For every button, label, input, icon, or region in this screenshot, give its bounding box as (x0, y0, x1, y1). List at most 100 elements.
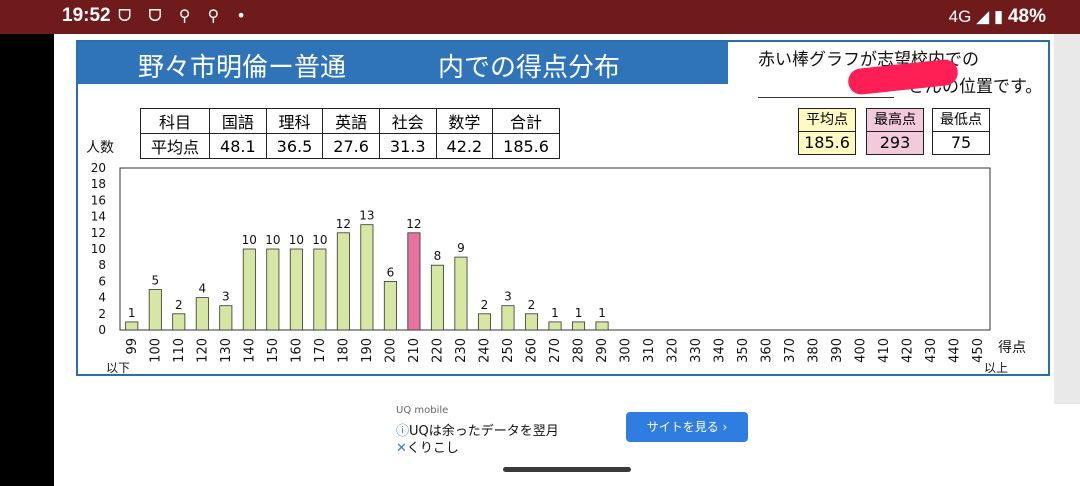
bar (289, 248, 303, 331)
table-cell: 国語 (209, 108, 267, 134)
bar (524, 313, 539, 331)
x-tick-label: 210 (407, 338, 422, 363)
x-tick-label: 250 (501, 338, 516, 363)
x-tick-label: 350 (736, 338, 751, 363)
x-tick-label: 99 (125, 338, 140, 355)
x-tick-label: 260 (524, 338, 539, 363)
x-tick-label: 380 (807, 338, 822, 363)
y-axis-label: 人数 (86, 140, 114, 156)
signal-icon: ◢ (976, 7, 990, 26)
page-gutter (1054, 34, 1080, 404)
y-tick-label: 20 (91, 161, 106, 175)
average-stat-box: 平均点 185.6 (798, 108, 856, 155)
min-stat-box: 最低点 75 (932, 108, 990, 155)
x-tick-label: 280 (572, 338, 587, 363)
visit-site-button[interactable]: サイトを見る › (626, 412, 748, 442)
y-tick-label: 4 (98, 291, 106, 305)
status-right: 4G ◢ ▮ 48% (949, 6, 1046, 28)
x-low-label: 以下 (106, 361, 130, 374)
average-score-table: 科目 国語 理科 英語 社会 数学 合計 平均点 48.1 36.5 27.6 … (139, 108, 560, 159)
max-value: 293 (879, 133, 911, 152)
table-cell: 社会 (378, 108, 437, 134)
info-icon[interactable]: ⓘ (396, 424, 410, 439)
ad-banner[interactable]: UQ mobile ⓘUQは余ったデータを翌月 ✕くりこし サイトを見る › (378, 400, 754, 458)
table-cell: 27.6 (322, 133, 380, 159)
bar (336, 232, 350, 331)
x-tick-label: 100 (148, 338, 163, 363)
bar-value-label: 6 (387, 265, 395, 279)
x-tick-label: 150 (266, 338, 281, 363)
x-tick-label: 430 (924, 338, 939, 363)
max-stat-box: 最高点 293 (866, 108, 924, 155)
score-distribution-card: 野々市明倫ー普通 内での得点分布 赤い棒グラフが志望校内での さんの位置です。 … (76, 40, 1050, 376)
average-value: 185.6 (804, 133, 850, 152)
x-tick-label: 220 (430, 338, 445, 363)
battery-icon: ▮ (993, 7, 1004, 26)
highlight-bar (407, 232, 421, 331)
bar-value-label: 12 (406, 217, 421, 231)
max-label: 最高点 (867, 109, 923, 132)
gesture-nav-bar[interactable] (503, 467, 631, 472)
x-tick-label: 140 (242, 338, 257, 363)
status-time: 19:52 (62, 5, 111, 26)
ad-text-1: UQは余ったデータを翌月 (409, 424, 559, 439)
bar-value-label: 5 (151, 274, 159, 288)
bar-value-label: 1 (575, 306, 583, 320)
bar-value-label: 10 (242, 233, 257, 247)
histogram-chart: 人数02468101214161820199510021104120313010… (86, 140, 1026, 374)
status-bar: 19:52 ᗜ ᗜ ⚲ ⚲ • 4G ◢ ▮ 48% (0, 0, 1080, 34)
title-bar: 野々市明倫ー普通 内での得点分布 (78, 42, 728, 84)
y-tick-label: 12 (91, 226, 106, 240)
bar (501, 305, 515, 331)
y-tick-label: 18 (91, 177, 106, 191)
table-cell: 42.2 (435, 133, 494, 159)
x-axis-label: 得点 (998, 339, 1026, 356)
bar-value-label: 10 (289, 233, 304, 247)
network-label: 4G (948, 7, 972, 26)
bar (266, 248, 280, 331)
y-tick-label: 8 (98, 258, 106, 272)
ad-text-2: くりこし (406, 441, 459, 456)
table-cell: 数学 (435, 108, 494, 134)
y-tick-label: 10 (91, 242, 106, 256)
x-tick-label: 400 (854, 338, 869, 363)
bar-value-label: 10 (265, 233, 280, 247)
bar (454, 256, 468, 331)
y-tick-label: 2 (98, 307, 106, 321)
bar-value-label: 3 (222, 290, 230, 304)
x-tick-label: 180 (336, 338, 351, 363)
page-title-distribution: 内での得点分布 (438, 53, 621, 83)
plot-frame (119, 167, 991, 331)
bar (360, 224, 374, 331)
close-icon[interactable]: ✕ (396, 441, 407, 456)
x-tick-label: 170 (313, 338, 328, 363)
y-tick-label: 14 (91, 210, 106, 224)
ad-source: UQ mobile (396, 405, 449, 416)
bar (195, 297, 209, 331)
bar (219, 305, 233, 331)
bar-value-label: 9 (457, 241, 465, 255)
x-tick-label: 230 (454, 338, 469, 363)
y-tick-label: 6 (98, 274, 106, 288)
x-tick-label: 450 (971, 338, 986, 363)
table-header-row: 科目 国語 理科 英語 社会 数学 合計 (139, 108, 560, 134)
bar-value-label: 2 (528, 298, 536, 312)
x-tick-label: 310 (642, 338, 657, 363)
table-cell: 理科 (265, 108, 324, 134)
x-tick-label: 300 (619, 338, 634, 363)
x-tick-label: 110 (172, 338, 187, 363)
ad-line-2: ✕くりこし (396, 437, 459, 456)
bar-value-label: 1 (598, 306, 606, 320)
x-tick-label: 340 (713, 338, 728, 363)
ad-line-1: ⓘUQは余ったデータを翌月 (396, 420, 559, 439)
x-tick-label: 320 (666, 338, 681, 363)
bar (477, 313, 491, 331)
x-tick-label: 420 (901, 338, 916, 363)
notification-icons: ᗜ ᗜ ⚲ ⚲ • (118, 6, 252, 25)
y-tick-label: 0 (98, 323, 106, 337)
bar (172, 313, 186, 331)
name-underline (758, 97, 894, 98)
table-cell: 英語 (322, 108, 380, 134)
x-tick-label: 360 (760, 338, 775, 363)
battery-percent: 48% (1007, 6, 1046, 27)
